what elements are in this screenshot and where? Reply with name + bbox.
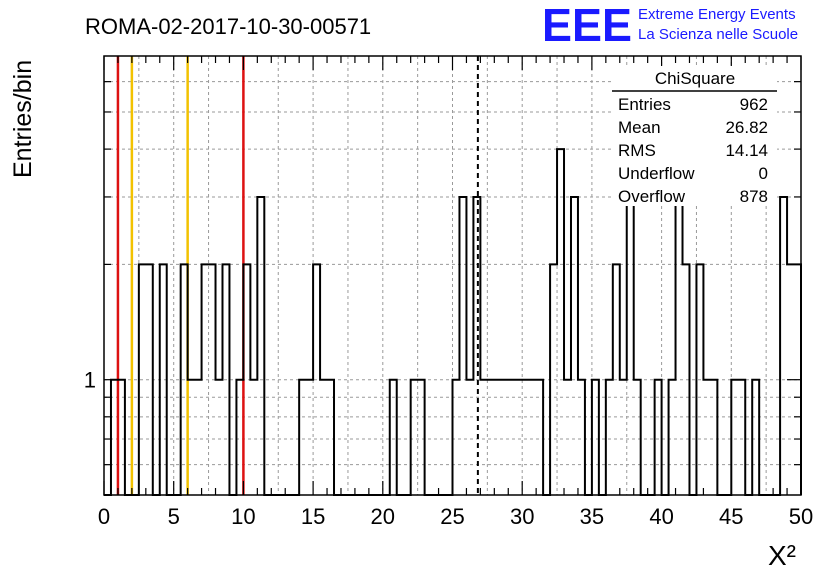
logo-line-1: Extreme Energy Events bbox=[638, 6, 796, 23]
histogram-bin bbox=[564, 380, 571, 495]
histogram-bin bbox=[571, 197, 578, 495]
stats-value: 962 bbox=[740, 95, 768, 114]
histogram-bin bbox=[320, 380, 327, 495]
stats-value: 0 bbox=[759, 164, 768, 183]
stats-title: ChiSquare bbox=[655, 69, 735, 88]
histogram-bin bbox=[710, 380, 717, 495]
histogram-bin bbox=[696, 264, 703, 495]
histogram-bin bbox=[146, 264, 153, 495]
histogram-bin bbox=[411, 380, 418, 495]
x-tick-label: 35 bbox=[580, 504, 604, 529]
histogram-bin bbox=[327, 380, 334, 495]
x-tick-label: 45 bbox=[719, 504, 743, 529]
stats-label: Entries bbox=[618, 95, 671, 114]
histogram-bin bbox=[313, 264, 320, 495]
histogram-bin bbox=[243, 264, 250, 495]
histogram-bin bbox=[529, 380, 536, 495]
histogram-bin bbox=[780, 197, 787, 495]
histogram-bin bbox=[669, 380, 676, 495]
histogram-bin bbox=[188, 380, 195, 495]
stats-value: 878 bbox=[740, 187, 768, 206]
histogram-bin bbox=[111, 380, 118, 495]
stats-label: Underflow bbox=[618, 164, 695, 183]
histogram-bin bbox=[181, 264, 188, 495]
run-title: ROMA-02-2017-10-30-00571 bbox=[85, 14, 371, 39]
stats-value: 26.82 bbox=[725, 118, 768, 137]
x-axis-label: X² bbox=[768, 540, 796, 571]
histogram-bin bbox=[236, 380, 243, 495]
stats-label: RMS bbox=[618, 141, 656, 160]
histogram-bin bbox=[655, 380, 662, 495]
histogram-bin bbox=[466, 380, 473, 495]
histogram-bin bbox=[731, 380, 738, 495]
eee-logo: EEE bbox=[542, 0, 632, 51]
histogram-bin bbox=[216, 380, 223, 495]
x-tick-label: 15 bbox=[301, 504, 325, 529]
histogram-bin bbox=[536, 380, 543, 495]
histogram-bin bbox=[257, 197, 264, 495]
y-tick-label: 1 bbox=[84, 368, 96, 393]
histogram-bin bbox=[738, 380, 745, 495]
histogram-bin bbox=[578, 380, 585, 495]
stats-label: Overflow bbox=[618, 187, 686, 206]
x-tick-label: 10 bbox=[231, 504, 255, 529]
histogram-bins bbox=[104, 148, 802, 496]
histogram-bin bbox=[306, 380, 313, 495]
histogram-bin bbox=[473, 197, 480, 495]
histogram-bin bbox=[620, 380, 627, 495]
histogram-bin bbox=[508, 380, 515, 495]
histogram-bin bbox=[390, 380, 397, 495]
histogram-bin bbox=[480, 380, 487, 495]
histogram-bin bbox=[453, 380, 460, 495]
x-tick-label: 25 bbox=[440, 504, 464, 529]
histogram-bin bbox=[606, 380, 613, 495]
histogram-bin bbox=[202, 264, 209, 495]
histogram-bin bbox=[160, 264, 167, 495]
histogram-bin bbox=[557, 149, 564, 495]
histogram-bin bbox=[299, 380, 306, 495]
histogram-bin bbox=[118, 380, 125, 495]
histogram-bin bbox=[487, 380, 494, 495]
histogram-bin bbox=[250, 380, 257, 495]
histogram-bin bbox=[683, 264, 690, 495]
histogram-bin bbox=[522, 380, 529, 495]
histogram-bin bbox=[501, 380, 508, 495]
x-tick-label: 40 bbox=[649, 504, 673, 529]
histogram-bin bbox=[592, 380, 599, 495]
histogram-bin bbox=[494, 380, 501, 495]
x-tick-label: 30 bbox=[510, 504, 534, 529]
histogram-bin bbox=[459, 197, 466, 495]
stats-value: 14.14 bbox=[725, 141, 768, 160]
histogram-bin bbox=[634, 380, 641, 495]
histogram-bin bbox=[703, 380, 710, 495]
histogram-outline bbox=[104, 148, 802, 496]
histogram-bin bbox=[195, 380, 202, 495]
histogram-bin bbox=[139, 264, 146, 495]
x-tick-label: 5 bbox=[168, 504, 180, 529]
plot-frame bbox=[103, 55, 802, 496]
x-tick-label: 20 bbox=[371, 504, 395, 529]
histogram-bin bbox=[613, 264, 620, 495]
histogram-bin bbox=[550, 264, 557, 495]
histogram-bin bbox=[418, 380, 425, 495]
logo-line-2: La Scienza nelle Scuole bbox=[638, 26, 798, 43]
stats-label: Mean bbox=[618, 118, 661, 137]
histogram-bin bbox=[752, 380, 759, 495]
histogram-bin bbox=[627, 197, 634, 495]
histogram-bin bbox=[209, 264, 216, 495]
x-tick-label: 0 bbox=[98, 504, 110, 529]
histogram-bin bbox=[222, 264, 229, 495]
x-tick-label: 50 bbox=[789, 504, 813, 529]
histogram-bin bbox=[515, 380, 522, 495]
stats-box: ChiSquare Entries 962 Mean 26.82 RMS 14.… bbox=[612, 66, 777, 206]
y-axis-label: Entries/bin bbox=[9, 60, 37, 178]
axis-ticks: 0 5 10 15 20 25 30 35 40 45 50 1 bbox=[84, 56, 813, 529]
